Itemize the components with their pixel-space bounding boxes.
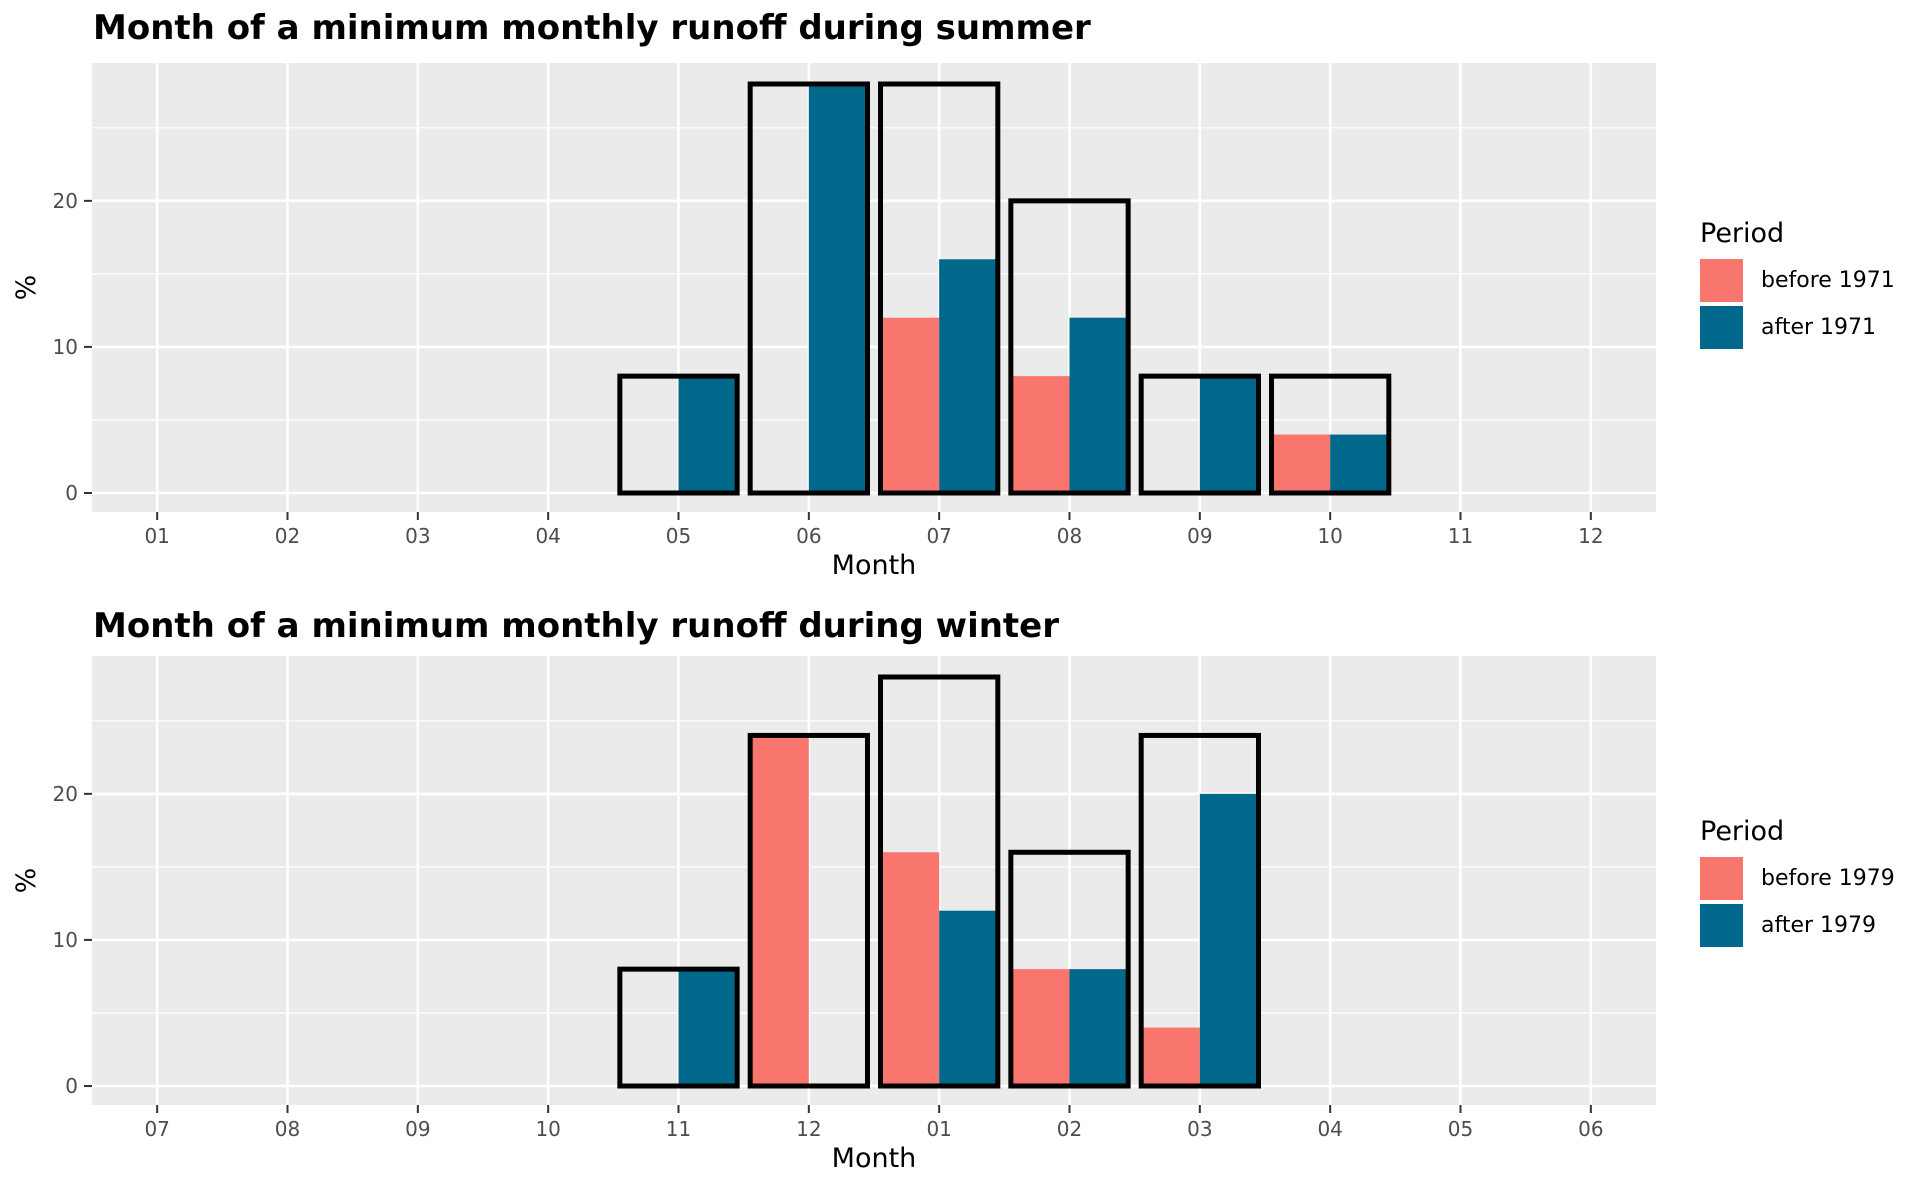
bar-after	[678, 969, 738, 1086]
x-tick-label: 01	[926, 1117, 951, 1141]
bar-after	[939, 910, 998, 1086]
bar-before	[1141, 1027, 1200, 1086]
bar-total-outline	[747, 81, 870, 496]
legend-swatch-before	[1700, 259, 1743, 302]
x-tick-label: 02	[1057, 1117, 1082, 1141]
y-axis-title: %	[11, 275, 42, 301]
x-tick-label: 02	[275, 524, 300, 548]
bar-total-outline	[878, 81, 1001, 496]
y-tick-label: 10	[53, 335, 78, 359]
legend-item-after: after 1971	[1700, 304, 1895, 351]
y-tick-label: 20	[53, 189, 78, 213]
y-tick-label: 0	[65, 481, 78, 505]
bar-after	[808, 84, 868, 493]
chart-title-summer: Month of a minimum monthly runoff during…	[93, 8, 1091, 48]
bar-total-outline	[1138, 732, 1261, 1089]
x-tick-label: 08	[1057, 524, 1082, 548]
x-tick-label: 07	[926, 524, 951, 548]
bar-before	[1010, 376, 1070, 493]
bar-after	[1199, 376, 1259, 493]
bar-total-outline	[1138, 373, 1261, 496]
bar-before	[880, 317, 940, 493]
bar-after	[1330, 434, 1389, 493]
chart-winter: 0 10 20 07 08 09 10 11 12 01 02 03 04 05 06 Month%	[11, 656, 1656, 1174]
bar-after	[678, 376, 738, 493]
y-tick-label: 10	[53, 928, 78, 952]
x-tick-label: 12	[796, 1117, 821, 1141]
x-tick-label: 07	[144, 1117, 169, 1141]
legend-label-after: after 1979	[1761, 913, 1877, 938]
bar-total-outline	[1008, 198, 1131, 496]
bar-after	[1069, 317, 1129, 493]
plot-panel	[92, 63, 1656, 512]
x-tick-label: 11	[666, 1117, 691, 1141]
bar-total-outline	[878, 674, 1001, 1089]
bar-after	[1069, 969, 1129, 1086]
x-tick-label: 11	[1448, 524, 1473, 548]
x-axis-title: Month	[832, 1143, 917, 1174]
bar-after	[1199, 793, 1259, 1086]
x-tick-label: 05	[666, 524, 691, 548]
legend-label-before: before 1971	[1761, 268, 1895, 293]
plot-panel	[92, 656, 1656, 1105]
x-tick-label: 06	[796, 524, 821, 548]
bar-before	[750, 735, 809, 1086]
x-tick-label: 08	[275, 1117, 300, 1141]
legend-title: Period	[1700, 218, 1785, 249]
y-tick-label: 0	[65, 1074, 78, 1098]
bar-total-outline	[1269, 373, 1392, 496]
x-tick-label: 09	[1187, 524, 1212, 548]
x-axis-title: Month	[832, 550, 917, 581]
y-axis-title: %	[11, 868, 42, 894]
x-tick-label: 04	[535, 524, 560, 548]
chart-summer: 0 10 20 01 02 03 04 05 06 07 08 09 10 11 12 Month%	[11, 63, 1656, 581]
x-tick-label: 10	[1317, 524, 1342, 548]
legend-label-before: before 1979	[1761, 866, 1895, 891]
bar-total-outline	[617, 966, 740, 1089]
x-tick-label: 01	[144, 524, 169, 548]
y-tick-label: 20	[53, 782, 78, 806]
x-tick-label: 03	[1187, 1117, 1212, 1141]
legend-item-before: before 1979	[1700, 855, 1895, 902]
x-tick-label: 03	[405, 524, 430, 548]
legend-swatch-after	[1700, 904, 1743, 947]
bar-before	[1010, 969, 1070, 1086]
x-tick-label: 09	[405, 1117, 430, 1141]
x-tick-label: 04	[1317, 1117, 1342, 1141]
bar-before	[1271, 434, 1331, 493]
x-tick-label: 05	[1448, 1117, 1473, 1141]
legend-swatch-before	[1700, 857, 1743, 900]
legend-summer: Period before 1971 after 1971	[1700, 218, 1895, 351]
bar-before	[880, 852, 940, 1086]
bar-after	[939, 259, 998, 493]
legend-item-after: after 1979	[1700, 902, 1895, 949]
bar-total-outline	[1008, 849, 1131, 1089]
legend-winter: Period before 1979 after 1979	[1700, 816, 1895, 949]
legend-title: Period	[1700, 816, 1785, 847]
x-tick-label: 06	[1578, 1117, 1603, 1141]
bar-total-outline	[617, 373, 740, 496]
legend-label-after: after 1971	[1761, 315, 1877, 340]
x-tick-label: 10	[535, 1117, 560, 1141]
chart-title-winter: Month of a minimum monthly runoff during…	[93, 606, 1060, 646]
bar-total-outline	[747, 732, 870, 1089]
x-tick-label: 12	[1578, 524, 1603, 548]
legend-swatch-after	[1700, 306, 1743, 349]
legend-item-before: before 1971	[1700, 257, 1895, 304]
